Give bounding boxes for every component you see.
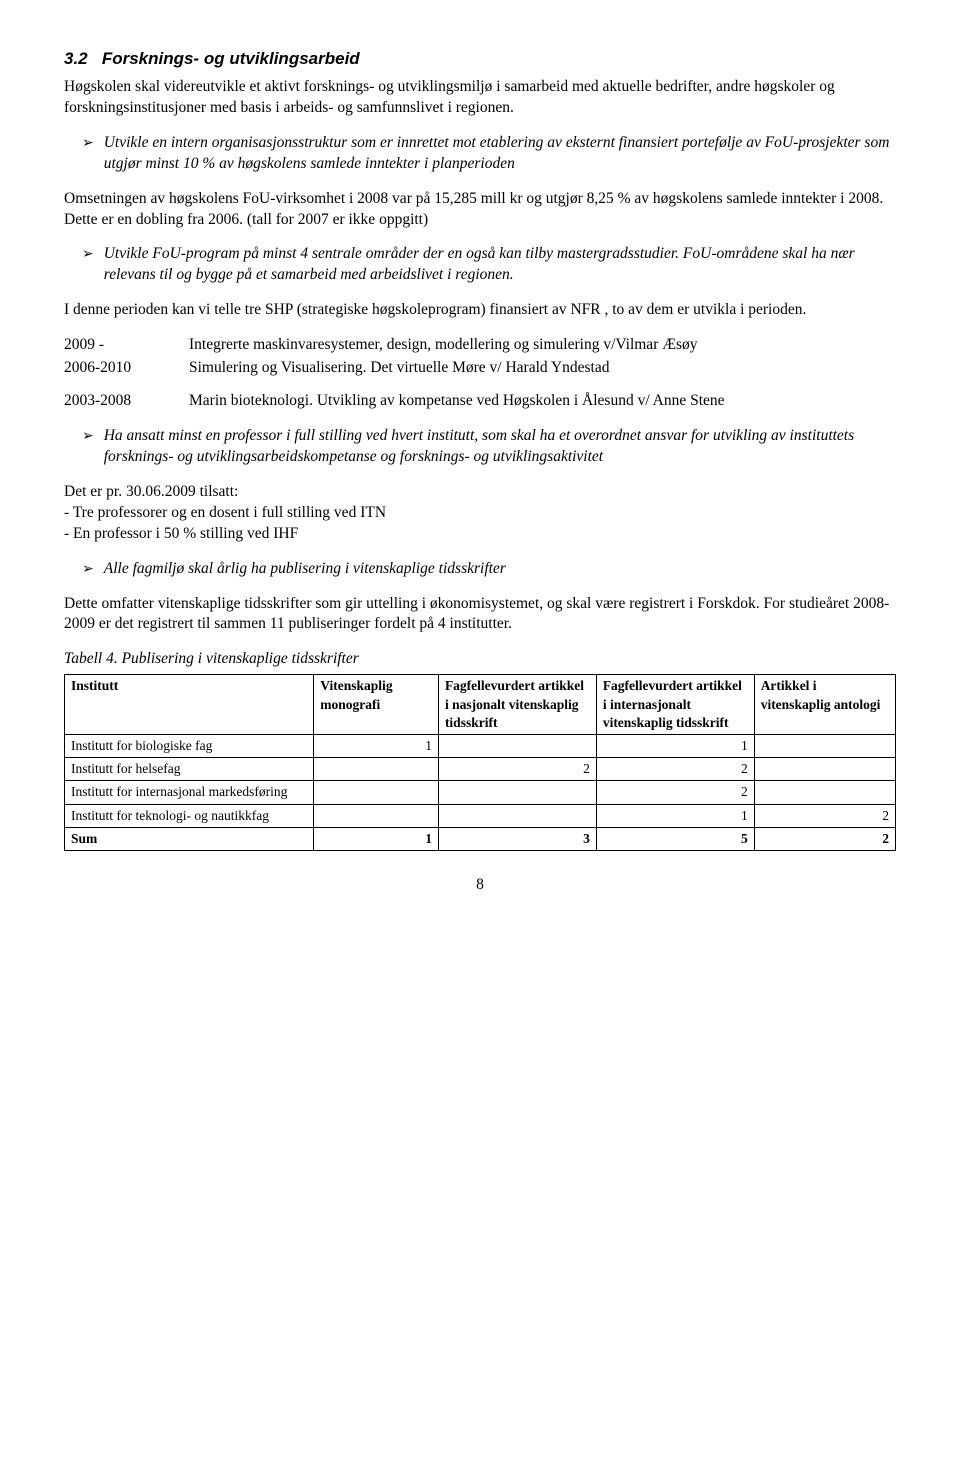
table-cell [438, 804, 596, 827]
definition-description: Marin bioteknologi. Utvikling av kompeta… [189, 391, 896, 412]
table-cell: 5 [596, 827, 754, 850]
table-cell: 1 [314, 734, 439, 757]
table-cell: 2 [754, 804, 895, 827]
table-cell: 2 [754, 827, 895, 850]
table-cell: 2 [438, 758, 596, 781]
table-header: Vitenskaplig monografi [314, 675, 439, 735]
table-cell: 2 [596, 781, 754, 804]
table-cell [438, 734, 596, 757]
table-cell [314, 804, 439, 827]
bullet-marker: ➢ [82, 426, 94, 445]
table-header: Institutt [65, 675, 314, 735]
definition-term: 2003-2008 [64, 391, 189, 412]
table-cell: 1 [596, 804, 754, 827]
table-header: Artikkel i vitenskaplig antologi [754, 675, 895, 735]
table-cell [754, 734, 895, 757]
definition-term: 2009 - [64, 335, 189, 356]
bullet-3: ➢ Ha ansatt minst en professor i full st… [64, 426, 896, 468]
section-heading: 3.2 Forsknings- og utviklingsarbeid [64, 48, 896, 71]
definition-description: Integrerte maskinvaresystemer, design, m… [189, 335, 896, 356]
table-cell: Institutt for internasjonal markedsførin… [65, 781, 314, 804]
bullet-text: Ha ansatt minst en professor i full stil… [104, 426, 896, 468]
section-number: 3.2 [64, 49, 88, 68]
paragraph-3: Det er pr. 30.06.2009 tilsatt: - Tre pro… [64, 482, 896, 545]
definition-term: 2006-2010 [64, 358, 189, 379]
table-cell: Sum [65, 827, 314, 850]
table-cell [754, 758, 895, 781]
paragraph-2: I denne perioden kan vi telle tre SHP (s… [64, 300, 896, 321]
table-cell [438, 781, 596, 804]
table-cell [754, 781, 895, 804]
table-caption: Tabell 4. Publisering i vitenskaplige ti… [64, 649, 896, 670]
bullet-text: Utvikle FoU-program på minst 4 sentrale … [104, 244, 896, 286]
table-cell: 1 [596, 734, 754, 757]
bullet-2: ➢ Utvikle FoU-program på minst 4 sentral… [64, 244, 896, 286]
table-cell [314, 758, 439, 781]
table-header: Fagfellevurdert artikkel i nasjonalt vit… [438, 675, 596, 735]
bullet-marker: ➢ [82, 244, 94, 263]
p3-line2: - En professor i 50 % stilling ved IHF [64, 525, 298, 542]
definition-list: 2009 -Integrerte maskinvaresystemer, des… [64, 335, 896, 412]
table-row: Institutt for biologiske fag11 [65, 734, 896, 757]
table-cell: 1 [314, 827, 439, 850]
bullet-text: Utvikle en intern organisasjonsstruktur … [104, 133, 896, 175]
table-sum-row: Sum1352 [65, 827, 896, 850]
intro-paragraph: Høgskolen skal videreutvikle et aktivt f… [64, 77, 896, 119]
definition-row: 2009 -Integrerte maskinvaresystemer, des… [64, 335, 896, 356]
definition-description: Simulering og Visualisering. Det virtuel… [189, 358, 896, 379]
bullet-4: ➢ Alle fagmiljø skal årlig ha publiserin… [64, 559, 896, 580]
bullet-text: Alle fagmiljø skal årlig ha publisering … [104, 559, 896, 580]
table-cell: 2 [596, 758, 754, 781]
bullet-marker: ➢ [82, 133, 94, 152]
table-cell: Institutt for teknologi- og nautikkfag [65, 804, 314, 827]
table-cell: Institutt for helsefag [65, 758, 314, 781]
p3-line1: - Tre professorer og en dosent i full st… [64, 504, 386, 521]
publication-table: InstituttVitenskaplig monografiFagfellev… [64, 674, 896, 851]
table-header: Fagfellevurdert artikkel i internasjonal… [596, 675, 754, 735]
paragraph-4: Dette omfatter vitenskaplige tidsskrifte… [64, 594, 896, 636]
definition-row: 2006-2010Simulering og Visualisering. De… [64, 358, 896, 379]
table-row: Institutt for helsefag 22 [65, 758, 896, 781]
definition-row: 2003-2008Marin bioteknologi. Utvikling a… [64, 391, 896, 412]
table-cell: Institutt for biologiske fag [65, 734, 314, 757]
table-row: Institutt for teknologi- og nautikkfag 12 [65, 804, 896, 827]
page-number: 8 [64, 875, 896, 896]
p3-intro: Det er pr. 30.06.2009 tilsatt: [64, 483, 238, 500]
table-cell [314, 781, 439, 804]
table-cell: 3 [438, 827, 596, 850]
section-title: Forsknings- og utviklingsarbeid [102, 49, 360, 68]
paragraph-1: Omsetningen av høgskolens FoU-virksomhet… [64, 189, 896, 231]
table-row: Institutt for internasjonal markedsførin… [65, 781, 896, 804]
bullet-marker: ➢ [82, 559, 94, 578]
bullet-1: ➢ Utvikle en intern organisasjonsstruktu… [64, 133, 896, 175]
